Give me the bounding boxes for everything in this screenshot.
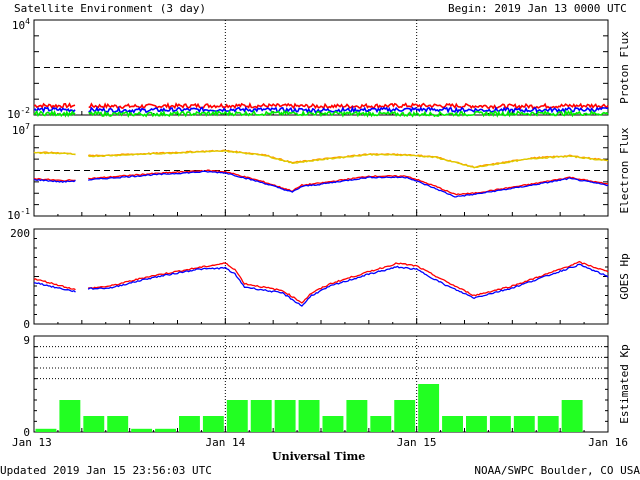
kp-bar [179, 416, 200, 432]
kp-bar [35, 428, 57, 432]
y-axis-label: GOES Hp [618, 253, 631, 299]
y-tick-label-bottom: 0 [23, 426, 30, 439]
series-line-red [33, 101, 609, 110]
series-line-orange [33, 149, 608, 169]
kp-bar [226, 400, 248, 432]
x-tick-label: Jan 15 [397, 436, 437, 449]
panel-frame [33, 19, 609, 116]
series-line-blue [33, 105, 609, 114]
kp-bar [394, 400, 416, 432]
kp-bar [202, 416, 224, 432]
series-line-blue [33, 263, 609, 307]
x-axis-label: Universal Time [272, 450, 366, 463]
y-tick-label-top: 200 [10, 227, 30, 240]
credit-text: NOAA/SWPC Boulder, CO USA [474, 464, 640, 477]
y-axis-label: Proton Flux [618, 31, 631, 104]
x-tick-label: Jan 16 [588, 436, 628, 449]
panel-frame [33, 124, 609, 217]
kp-bar [418, 384, 440, 432]
kp-bar [274, 400, 296, 432]
y-tick-label-top: 104 [12, 17, 30, 32]
kp-bar [131, 428, 153, 432]
updated-timestamp: Updated 2019 Jan 15 23:56:03 UTC [0, 464, 212, 477]
kp-bar [59, 400, 81, 432]
y-axis-label: Estimated Kp [618, 344, 631, 423]
series-line-red [33, 260, 609, 304]
kp-bar [442, 416, 463, 432]
x-tick-label: Jan 13 [12, 436, 52, 449]
kp-bar [346, 400, 368, 432]
series-line-yellow [33, 150, 609, 169]
kp-bar [250, 400, 272, 432]
kp-bar [370, 416, 392, 432]
y-tick-label-top: 9 [23, 334, 30, 347]
kp-bar [489, 416, 511, 432]
series-line-blue [33, 170, 609, 198]
y-axis-label: Electron Flux [618, 127, 631, 213]
kp-bar [155, 428, 176, 432]
kp-bar [107, 416, 129, 432]
series-line-green [33, 109, 609, 118]
x-tick-label: Jan 14 [205, 436, 245, 449]
kp-bar [466, 416, 487, 432]
y-tick-label-bottom: 10-1 [7, 207, 30, 222]
panel-frame [33, 228, 609, 325]
y-tick-label-top: 107 [12, 122, 30, 137]
kp-bar [513, 416, 535, 432]
series-line-red [33, 169, 609, 196]
y-tick-label-bottom: 10-2 [7, 106, 30, 121]
kp-bar [537, 416, 559, 432]
chart-title: Satellite Environment (3 day) [14, 2, 207, 15]
kp-bar [561, 400, 583, 432]
kp-bar [83, 416, 105, 432]
kp-bar [322, 416, 344, 432]
y-tick-label-bottom: 0 [23, 318, 30, 331]
kp-bar [298, 400, 320, 432]
begin-timestamp: Begin: 2019 Jan 13 0000 UTC [448, 2, 627, 15]
